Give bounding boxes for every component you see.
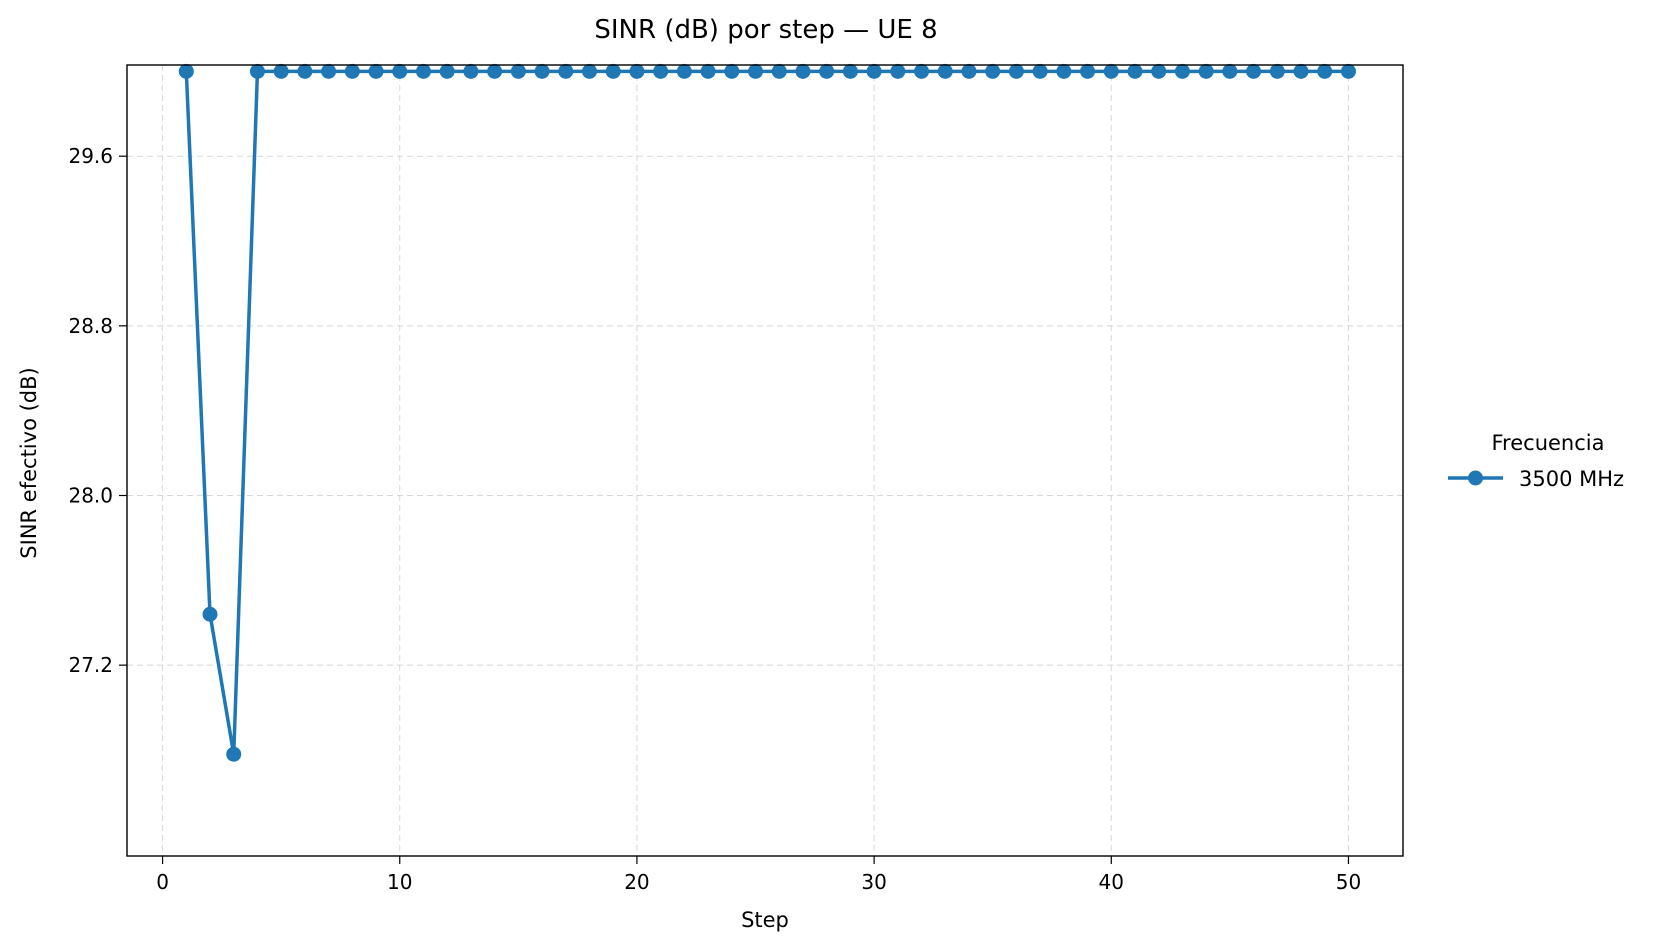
data-point xyxy=(321,63,337,79)
data-point xyxy=(1080,63,1096,79)
y-tick-label: 29.6 xyxy=(68,144,113,168)
chart-title: SINR (dB) por step — UE 8 xyxy=(594,15,937,45)
data-point xyxy=(700,63,716,79)
data-point xyxy=(1222,63,1238,79)
legend-marker xyxy=(1468,470,1483,486)
data-point xyxy=(914,63,930,79)
data-point xyxy=(771,63,787,79)
data-point xyxy=(178,63,194,79)
x-tick-label: 20 xyxy=(624,870,649,894)
plot-frame xyxy=(126,64,1404,857)
data-point xyxy=(1032,63,1048,79)
x-tick-label: 0 xyxy=(156,870,169,894)
data-point xyxy=(629,63,645,79)
data-point xyxy=(273,63,289,79)
data-point xyxy=(463,63,479,79)
data-point xyxy=(985,63,1001,79)
x-tick-label: 50 xyxy=(1336,870,1361,894)
grid xyxy=(127,65,1403,856)
x-tick-label: 10 xyxy=(387,870,412,894)
data-point xyxy=(1103,63,1119,79)
legend-entry-label: 3500 MHz xyxy=(1519,467,1624,491)
data-point xyxy=(510,63,526,79)
data-point xyxy=(439,63,455,79)
data-point xyxy=(676,63,692,79)
data-point xyxy=(1127,63,1143,79)
x-axis-label: Step xyxy=(741,908,789,932)
data-point xyxy=(937,63,953,79)
data-point xyxy=(1174,63,1190,79)
data-point xyxy=(487,63,503,79)
data-point xyxy=(890,63,906,79)
axis-ticks: 0 10 20 30 40 50 27.2 28.0 28.8 29.6 xyxy=(68,144,1361,894)
x-tick-label: 40 xyxy=(1099,870,1124,894)
data-point xyxy=(819,63,835,79)
data-point xyxy=(866,63,882,79)
y-axis-label: SINR efectivo (dB) xyxy=(17,367,41,558)
data-point xyxy=(1151,63,1167,79)
legend: Frecuencia 3500 MHz xyxy=(1448,431,1624,491)
data-point xyxy=(558,63,574,79)
data-point xyxy=(795,63,811,79)
data-point xyxy=(1008,63,1024,79)
data-point xyxy=(1340,63,1356,79)
data-point xyxy=(653,63,669,79)
legend-title: Frecuencia xyxy=(1492,431,1605,455)
data-point xyxy=(605,63,621,79)
data-point xyxy=(226,746,242,762)
data-point xyxy=(724,63,740,79)
data-point xyxy=(1198,63,1214,79)
data-point xyxy=(249,63,265,79)
data-point xyxy=(392,63,408,79)
x-tick-label: 30 xyxy=(861,870,886,894)
data-point xyxy=(842,63,858,79)
data-point xyxy=(534,63,550,79)
data-point xyxy=(581,63,597,79)
data-point xyxy=(297,63,313,79)
data-point xyxy=(748,63,764,79)
y-tick-label: 27.2 xyxy=(68,653,113,677)
y-tick-label: 28.8 xyxy=(68,314,113,338)
series-layer xyxy=(178,63,1356,762)
data-point xyxy=(368,63,384,79)
y-tick-label: 28.0 xyxy=(68,483,113,507)
data-point xyxy=(415,63,431,79)
data-point xyxy=(1293,63,1309,79)
data-point xyxy=(1246,63,1262,79)
data-point xyxy=(202,606,218,622)
data-point xyxy=(344,63,360,79)
data-point xyxy=(1317,63,1333,79)
data-point xyxy=(1056,63,1072,79)
data-point xyxy=(1269,63,1285,79)
data-point xyxy=(961,63,977,79)
